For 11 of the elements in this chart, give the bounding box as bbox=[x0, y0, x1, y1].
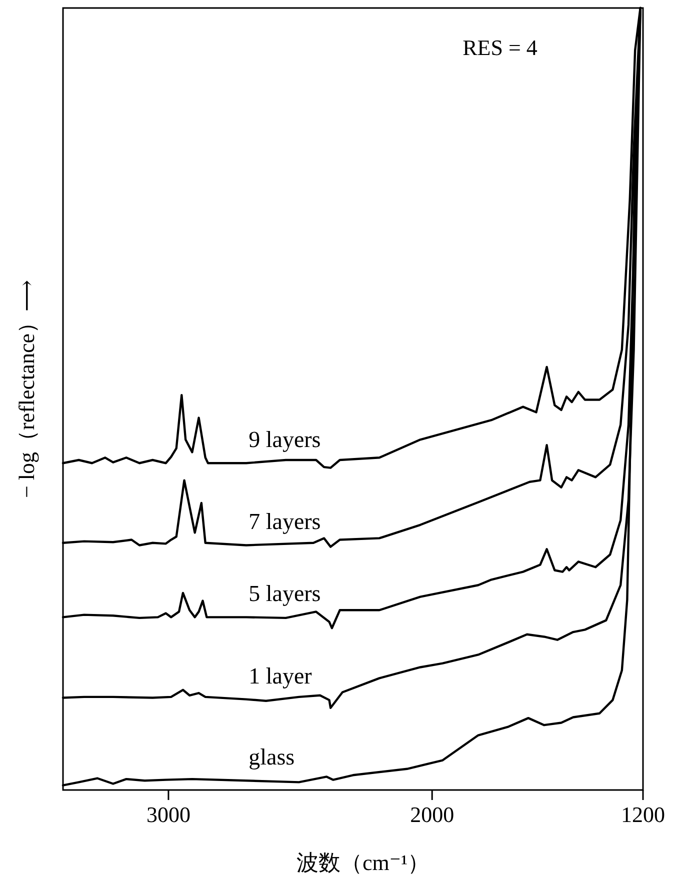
series-label: 5 layers bbox=[248, 581, 321, 606]
series-label: 1 layer bbox=[248, 663, 312, 688]
series-label: 9 layers bbox=[248, 426, 321, 452]
series-label: glass bbox=[248, 744, 295, 770]
y-axis-title: − log（reflectance）⟶ bbox=[14, 280, 39, 498]
x-axis-title: 波数（cm⁻¹） bbox=[296, 850, 430, 875]
x-tick-label: 1200 bbox=[621, 802, 665, 827]
x-tick-label: 3000 bbox=[146, 802, 190, 827]
series-label: 7 layers bbox=[248, 509, 321, 534]
x-tick-label: 2000 bbox=[410, 802, 454, 827]
annotation: RES = 4 bbox=[462, 35, 538, 60]
